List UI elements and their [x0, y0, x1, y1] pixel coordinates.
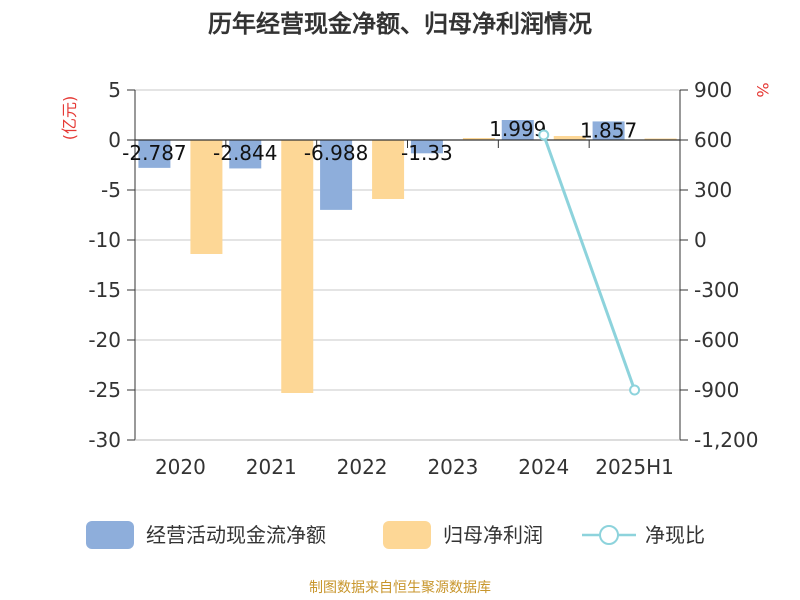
category-label: 2021 — [246, 455, 297, 479]
bar-netprofit — [190, 140, 223, 254]
right-tick-label: -300 — [694, 278, 739, 302]
right-tick-label: 0 — [694, 228, 707, 252]
bar-cashflow — [410, 140, 443, 154]
right-tick-label: -600 — [694, 328, 739, 352]
bars — [138, 120, 677, 393]
chart-title: 历年经营现金净额、归母净利润情况 — [208, 10, 592, 38]
left-tick-label: -25 — [88, 378, 121, 402]
left-tick-label: -20 — [88, 328, 121, 352]
ratio-point — [629, 384, 641, 396]
left-tick-label: -5 — [101, 178, 121, 202]
bar-netprofit — [462, 138, 495, 140]
legend-swatch-netprofit — [383, 521, 431, 549]
category-label: 2024 — [518, 455, 569, 479]
bar-netprofit — [644, 138, 677, 140]
data-label-cashflow: -1.33 — [401, 141, 453, 165]
right-tick-label: -1,200 — [694, 428, 758, 452]
left-tick-label: -30 — [88, 428, 121, 452]
data-label-cashflow: -2.787 — [122, 141, 186, 165]
data-label-cashflow: 1.999 — [489, 117, 546, 141]
left-tick-label: 0 — [108, 128, 121, 152]
bar-netprofit — [281, 140, 314, 393]
left-tick-label: -15 — [88, 278, 121, 302]
axes: 5 0 -5 -10 -15 -20 -25 -30 900 600 300 0 -300 -600 -90… — [88, 78, 758, 479]
bar-cashflow — [501, 120, 534, 140]
data-label-cashflow: -2.844 — [213, 141, 277, 165]
data-labels: -2.787 -2.844 -6.988 -1.33 1.999 1.857 — [122, 117, 637, 165]
ratio-point — [538, 129, 550, 141]
legend-marker-ratio — [599, 525, 619, 545]
ratio-line — [538, 129, 641, 396]
category-label: 2023 — [427, 455, 478, 479]
bar-netprofit — [372, 140, 405, 199]
source-note: 制图数据来自恒生聚源数据库 — [309, 580, 491, 596]
right-tick-label: 300 — [694, 178, 732, 202]
right-tick-label: -900 — [694, 378, 739, 402]
bar-netprofit — [553, 136, 586, 140]
legend-label-ratio: 净现比 — [645, 523, 705, 547]
left-tick-label: -10 — [88, 228, 121, 252]
right-tick-label: 900 — [694, 78, 732, 102]
legend: 经营活动现金流净额 归母净利润 净现比 — [86, 521, 705, 549]
right-tick-label: 600 — [694, 128, 732, 152]
legend-label-cashflow: 经营活动现金流净额 — [146, 523, 326, 547]
legend-swatch-cashflow — [86, 521, 134, 549]
bar-cashflow — [320, 140, 353, 210]
left-tick-label: 5 — [108, 78, 121, 102]
category-label: 2025H1 — [595, 455, 674, 479]
bar-cashflow — [138, 140, 171, 168]
data-label-cashflow: -6.988 — [304, 141, 368, 165]
left-axis-unit: (亿元) — [60, 96, 79, 141]
legend-label-netprofit: 归母净利润 — [443, 523, 543, 547]
bar-cashflow — [229, 140, 262, 169]
ratio-line-path — [542, 134, 636, 391]
category-label: 2022 — [337, 455, 388, 479]
data-label-cashflow: 1.857 — [580, 118, 637, 142]
category-label: 2020 — [155, 455, 206, 479]
right-axis-unit: % — [753, 82, 772, 97]
bar-cashflow — [592, 121, 625, 140]
